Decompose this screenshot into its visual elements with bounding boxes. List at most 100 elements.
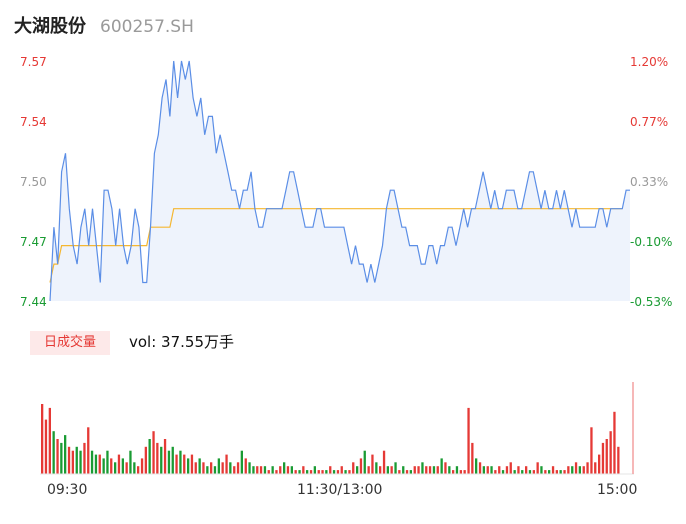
volume-bar	[548, 470, 551, 474]
volume-bar	[390, 466, 393, 474]
volume-bar	[48, 407, 51, 474]
volume-bar	[394, 462, 397, 474]
volume-bar	[271, 466, 274, 474]
volume-bar	[298, 470, 301, 474]
volume-bar	[367, 466, 370, 474]
price-area	[50, 61, 630, 301]
volume-bar	[336, 470, 340, 474]
volume-bar	[398, 470, 401, 474]
volume-bar	[559, 470, 562, 474]
volume-bar	[436, 466, 439, 474]
volume-bar	[206, 466, 209, 474]
volume-bar	[252, 466, 255, 474]
volume-bar	[525, 466, 528, 474]
volume-bar	[52, 431, 55, 474]
volume-bar	[428, 466, 432, 474]
volume-bar	[501, 470, 505, 474]
volume-bar	[563, 470, 566, 474]
volume-bar	[240, 450, 243, 474]
volume-bar	[64, 435, 67, 474]
x-tick: 11:30/13:00	[297, 482, 383, 498]
volume-bar	[79, 450, 82, 474]
volume-bar	[163, 439, 167, 474]
volume-bar	[329, 466, 332, 474]
volume-bar	[259, 466, 263, 474]
volume-bar	[267, 470, 270, 474]
volume-bar	[133, 462, 136, 474]
volume-bar	[83, 442, 86, 474]
y-tick-right: 0.77%	[630, 115, 669, 129]
volume-bar	[609, 431, 612, 474]
volume-bar	[221, 462, 224, 474]
y-tick-left: 7.44	[20, 295, 47, 309]
volume-bar	[210, 462, 213, 474]
volume-bar	[90, 450, 94, 474]
volume-bar	[471, 442, 474, 474]
stock-name: 大湖股份	[14, 16, 86, 37]
volume-bar	[75, 446, 78, 474]
volume-bar	[309, 470, 313, 474]
volume-bar	[110, 458, 113, 474]
volume-bar	[432, 466, 436, 474]
volume-bar	[332, 470, 336, 474]
y-tick-left: 7.47	[20, 235, 47, 249]
volume-bar	[567, 466, 570, 474]
volume-bar	[601, 442, 605, 474]
volume-bar	[467, 407, 470, 474]
volume-bar	[521, 470, 524, 474]
volume-bar	[455, 466, 459, 474]
volume-bar	[617, 446, 620, 474]
volume-bar	[482, 466, 485, 474]
volume-bar	[140, 458, 144, 474]
average-price-line	[49, 208, 623, 283]
volume-bar	[317, 470, 320, 474]
volume-bar	[452, 470, 455, 474]
volume-bar	[402, 466, 405, 474]
volume-bar	[417, 466, 420, 474]
volume-bar	[217, 458, 220, 474]
y-tick-left: 7.54	[20, 115, 47, 129]
volume-bar	[198, 458, 201, 474]
volume-bar	[225, 454, 228, 474]
volume-bar	[294, 470, 297, 474]
volume-bar	[275, 470, 278, 474]
price-line	[49, 60, 630, 302]
volume-bar	[486, 466, 489, 474]
volume-bar	[613, 411, 616, 474]
volume-bar	[41, 404, 44, 474]
volume-bar	[263, 466, 267, 474]
volume-tag: 日成交量	[30, 331, 110, 355]
volume-bar	[444, 462, 447, 474]
volume-bar	[594, 462, 597, 474]
volume-bar	[87, 427, 90, 474]
volume-bar	[379, 466, 382, 474]
volume-bar	[290, 466, 293, 474]
volume-bar	[121, 458, 124, 474]
y-tick-right: 0.33%	[630, 175, 669, 189]
volume-bar	[363, 450, 366, 474]
volume-bar	[528, 470, 532, 474]
volume-bar	[475, 458, 478, 474]
volume-bar	[413, 466, 416, 474]
volume-bar	[248, 462, 251, 474]
volume-bar	[244, 458, 247, 474]
volume-bar	[425, 466, 428, 474]
volume-bar	[167, 450, 171, 474]
volume-bar	[236, 462, 240, 474]
volume-bar	[571, 466, 574, 474]
volume-bar	[513, 470, 516, 474]
volume-bar	[71, 450, 74, 474]
volume-bar	[598, 454, 601, 474]
volume-bar	[371, 454, 374, 474]
volume-bar	[586, 462, 589, 474]
volume-bar	[117, 454, 121, 474]
volume-bar	[102, 458, 105, 474]
volume-bar	[605, 439, 608, 474]
volume-bar	[152, 431, 155, 474]
volume-bar	[509, 462, 512, 474]
volume-bar	[306, 470, 309, 474]
volume-bar	[448, 466, 451, 474]
volume-bar	[148, 439, 151, 474]
volume-bar	[532, 470, 535, 474]
stock-code: 600257.SH	[100, 17, 194, 37]
